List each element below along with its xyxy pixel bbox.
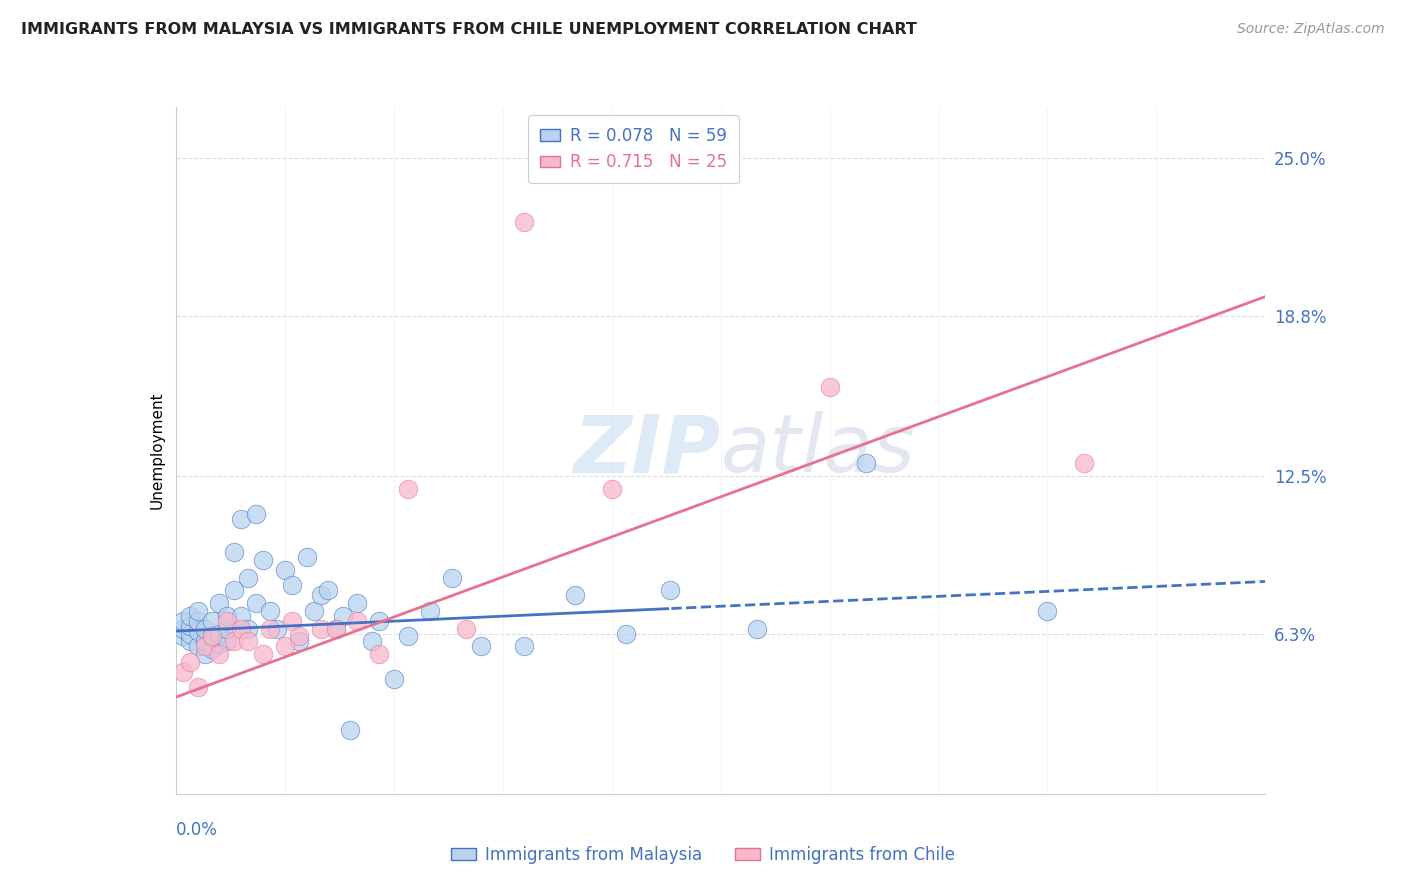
Point bbox=[186, 614, 209, 628]
Point bbox=[208, 626, 231, 640]
Point bbox=[179, 619, 201, 633]
Point bbox=[274, 640, 297, 654]
Point bbox=[332, 608, 354, 623]
Point bbox=[208, 647, 231, 661]
Point bbox=[440, 571, 463, 585]
Point bbox=[252, 647, 274, 661]
Point bbox=[186, 624, 209, 638]
Point bbox=[513, 214, 536, 228]
Point bbox=[295, 550, 318, 565]
Point bbox=[1073, 456, 1095, 470]
Point bbox=[231, 512, 253, 526]
Point bbox=[172, 614, 194, 628]
Point bbox=[368, 614, 391, 628]
Point bbox=[238, 634, 260, 648]
Point bbox=[215, 614, 238, 628]
Point bbox=[208, 637, 231, 651]
Point bbox=[231, 622, 253, 636]
Legend: Immigrants from Malaysia, Immigrants from Chile: Immigrants from Malaysia, Immigrants fro… bbox=[444, 839, 962, 871]
Point bbox=[201, 614, 224, 628]
Text: Source: ZipAtlas.com: Source: ZipAtlas.com bbox=[1237, 22, 1385, 37]
Point bbox=[470, 640, 492, 654]
Point bbox=[259, 622, 281, 636]
Point bbox=[274, 563, 297, 577]
Point bbox=[1036, 604, 1059, 618]
Point bbox=[346, 614, 368, 628]
Point bbox=[600, 482, 623, 496]
Point bbox=[194, 640, 217, 654]
Point bbox=[564, 589, 586, 603]
Point bbox=[339, 723, 361, 738]
Point bbox=[179, 634, 201, 648]
Text: IMMIGRANTS FROM MALAYSIA VS IMMIGRANTS FROM CHILE UNEMPLOYMENT CORRELATION CHART: IMMIGRANTS FROM MALAYSIA VS IMMIGRANTS F… bbox=[21, 22, 917, 37]
Point bbox=[201, 629, 224, 643]
Point bbox=[302, 604, 325, 618]
Point bbox=[222, 545, 245, 559]
Text: 0.0%: 0.0% bbox=[176, 822, 218, 839]
Point bbox=[186, 640, 209, 654]
Point bbox=[172, 629, 194, 643]
Point bbox=[259, 604, 281, 618]
Point bbox=[513, 640, 536, 654]
Point bbox=[818, 380, 841, 394]
Text: atlas: atlas bbox=[721, 411, 915, 490]
Point bbox=[215, 608, 238, 623]
Point bbox=[179, 655, 201, 669]
Y-axis label: Unemployment: Unemployment bbox=[149, 392, 165, 509]
Point bbox=[309, 589, 332, 603]
Point bbox=[222, 583, 245, 598]
Point bbox=[266, 622, 288, 636]
Point bbox=[238, 622, 260, 636]
Text: ZIP: ZIP bbox=[574, 411, 721, 490]
Point bbox=[288, 634, 311, 648]
Point bbox=[309, 622, 332, 636]
Point bbox=[396, 482, 419, 496]
Point bbox=[382, 673, 405, 687]
Point bbox=[179, 626, 201, 640]
Point bbox=[614, 626, 637, 640]
Point bbox=[186, 604, 209, 618]
Point bbox=[318, 583, 340, 598]
Point bbox=[172, 622, 194, 636]
Point bbox=[231, 608, 253, 623]
Point bbox=[658, 583, 681, 598]
Point bbox=[201, 629, 224, 643]
Point bbox=[456, 622, 478, 636]
Point bbox=[194, 647, 217, 661]
Point bbox=[194, 622, 217, 636]
Point bbox=[222, 634, 245, 648]
Point bbox=[325, 622, 347, 636]
Legend: R = 0.078   N = 59, R = 0.715   N = 25: R = 0.078 N = 59, R = 0.715 N = 25 bbox=[529, 115, 738, 183]
Point bbox=[245, 507, 267, 521]
Point bbox=[281, 578, 304, 592]
Point bbox=[281, 614, 304, 628]
Point bbox=[215, 622, 238, 636]
Point bbox=[208, 596, 231, 610]
Point bbox=[245, 596, 267, 610]
Point bbox=[325, 622, 347, 636]
Point bbox=[368, 647, 391, 661]
Point bbox=[396, 629, 419, 643]
Point bbox=[238, 571, 260, 585]
Point bbox=[855, 456, 877, 470]
Point bbox=[194, 634, 217, 648]
Point bbox=[360, 634, 382, 648]
Point bbox=[179, 608, 201, 623]
Point bbox=[419, 604, 441, 618]
Point bbox=[215, 634, 238, 648]
Point bbox=[186, 680, 209, 694]
Point bbox=[201, 641, 224, 656]
Point bbox=[252, 553, 274, 567]
Point bbox=[288, 629, 311, 643]
Point bbox=[346, 596, 368, 610]
Point bbox=[172, 665, 194, 679]
Point bbox=[745, 622, 768, 636]
